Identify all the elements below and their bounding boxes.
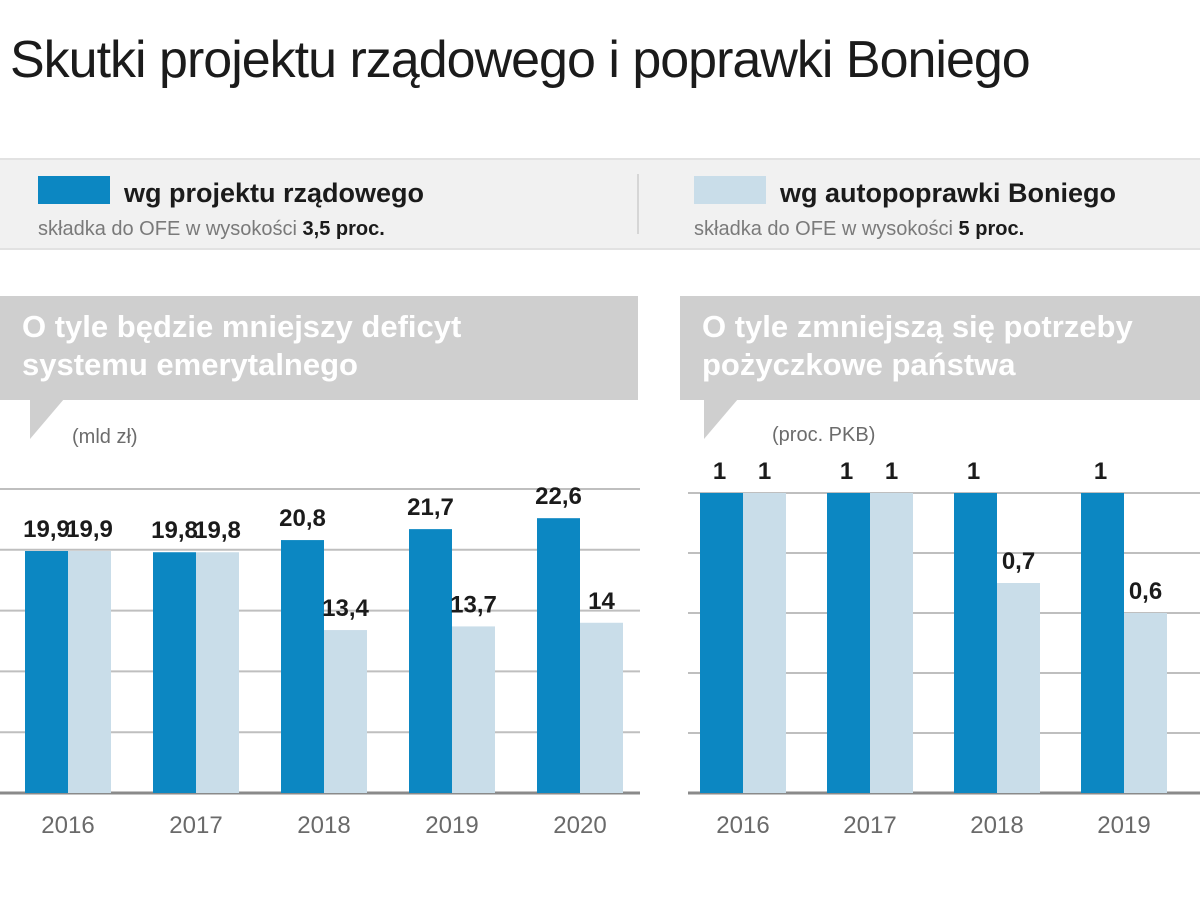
- legend-divider: [637, 174, 639, 234]
- deficit-bar-government-2020: [537, 518, 580, 793]
- deficit-value-label-government-2017: 19,8: [151, 517, 198, 544]
- deficit-x-tick-label-2018: 2018: [297, 812, 350, 839]
- chart-title: Skutki projektu rządowego i poprawki Bon…: [10, 31, 1031, 89]
- borrowing-bar-boni-2018: [997, 583, 1040, 793]
- borrowing-bar-boni-2016: [743, 493, 786, 793]
- deficit-value-label-boni-2017: 19,8: [194, 517, 241, 544]
- deficit-x-tick-label-2016: 2016: [41, 812, 94, 839]
- legend-subtext-boni-value: 5 proc.: [958, 218, 1025, 240]
- deficit-bar-boni-2017: [196, 552, 239, 793]
- borrowing-value-label-boni-2019: 0,6: [1129, 578, 1162, 605]
- borrowing-bar-government-2016: [700, 493, 743, 793]
- borrowing-value-label-boni-2017: 1: [885, 458, 898, 485]
- borrowing-value-label-government-2018: 1: [967, 458, 980, 485]
- panel-deficit-heading-line2: systemu emerytalnego: [22, 347, 358, 382]
- deficit-bar-government-2018: [281, 540, 324, 793]
- panel-borrowing: O tyle zmniejszą się potrzeby pożyczkowe…: [680, 296, 1200, 912]
- panel-deficit-heading: O tyle będzie mniejszy deficyt systemu e…: [0, 296, 638, 400]
- deficit-value-label-government-2019: 21,7: [407, 494, 454, 521]
- deficit-value-label-government-2020: 22,6: [535, 483, 582, 510]
- panel-borrowing-heading-line1: O tyle zmniejszą się potrzeby: [702, 309, 1133, 344]
- borrowing-bar-government-2017: [827, 493, 870, 793]
- borrowing-bar-boni-2017: [870, 493, 913, 793]
- borrowing-value-label-boni-2018: 0,7: [1002, 548, 1035, 575]
- borrowing-chart: 1 1 2016 1 1 2017 1 0,7 2018 1 0,6 2019: [688, 458, 1200, 839]
- legend-label-government: wg projektu rządowego: [124, 178, 425, 208]
- borrowing-x-tick-label-2019: 2019: [1097, 812, 1150, 839]
- legend-label-boni: wg autopoprawki Boniego: [780, 178, 1116, 208]
- legend-subtext-government-value: 3,5 proc.: [302, 218, 385, 240]
- borrowing-value-label-government-2016: 1: [713, 458, 726, 485]
- borrowing-bar-government-2019: [1081, 493, 1124, 793]
- deficit-value-label-boni-2018: 13,4: [322, 595, 369, 622]
- panel-deficit-unit: (mld zł): [72, 426, 138, 448]
- borrowing-bar-government-2018: [954, 493, 997, 793]
- panel-borrowing-bubble-tail: [704, 399, 738, 439]
- deficit-value-label-government-2016: 19,9: [23, 516, 70, 543]
- panel-borrowing-heading-line2: pożyczkowe państwa: [702, 347, 1016, 382]
- deficit-x-tick-label-2017: 2017: [169, 812, 222, 839]
- legend-subtext-boni-text: składka do OFE w wysokości: [694, 218, 953, 240]
- borrowing-value-label-government-2019: 1: [1094, 458, 1107, 485]
- deficit-value-label-boni-2020: 14: [588, 588, 615, 615]
- deficit-bar-boni-2020: [580, 622, 623, 793]
- deficit-chart: 19,919,9 2016 19,819,8 2017 20,8 13,4 2018 21,7…: [0, 483, 640, 839]
- deficit-x-tick-label-2019: 2019: [425, 812, 478, 839]
- borrowing-bar-boni-2019: [1124, 613, 1167, 793]
- panel-deficit-bubble-tail: [30, 399, 64, 439]
- deficit-value-label-boni-2019: 13,7: [450, 591, 497, 618]
- deficit-bar-government-2016: [25, 551, 68, 793]
- legend-swatch-boni: [694, 176, 766, 204]
- deficit-bar-government-2017: [153, 552, 196, 793]
- panel-borrowing-heading: O tyle zmniejszą się potrzeby pożyczkowe…: [680, 296, 1200, 400]
- deficit-value-label-boni-2016: 19,9: [66, 516, 113, 543]
- deficit-bar-boni-2018: [324, 630, 367, 793]
- borrowing-x-tick-label-2018: 2018: [970, 812, 1023, 839]
- panel-borrowing-unit: (proc. PKB): [772, 424, 876, 446]
- deficit-bar-boni-2016: [68, 551, 111, 793]
- deficit-bar-boni-2019: [452, 626, 495, 793]
- legend-subtext-government: składka do OFE w wysokości 3,5 proc.: [38, 218, 385, 241]
- borrowing-value-label-government-2017: 1: [840, 458, 853, 485]
- deficit-value-label-government-2018: 20,8: [279, 505, 326, 532]
- legend-swatch-government: [38, 176, 110, 204]
- panel-deficit: O tyle będzie mniejszy deficyt systemu e…: [0, 296, 640, 912]
- borrowing-x-tick-label-2016: 2016: [716, 812, 769, 839]
- borrowing-value-label-boni-2016: 1: [758, 458, 771, 485]
- deficit-bar-government-2019: [409, 529, 452, 793]
- deficit-x-tick-label-2020: 2020: [553, 812, 606, 839]
- borrowing-x-tick-label-2017: 2017: [843, 812, 896, 839]
- legend-subtext-government-text: składka do OFE w wysokości: [38, 218, 297, 240]
- legend: wg projektu rządowego składka do OFE w w…: [0, 158, 1200, 250]
- panel-deficit-heading-line1: O tyle będzie mniejszy deficyt: [22, 309, 462, 344]
- legend-subtext-boni: składka do OFE w wysokości 5 proc.: [694, 218, 1024, 241]
